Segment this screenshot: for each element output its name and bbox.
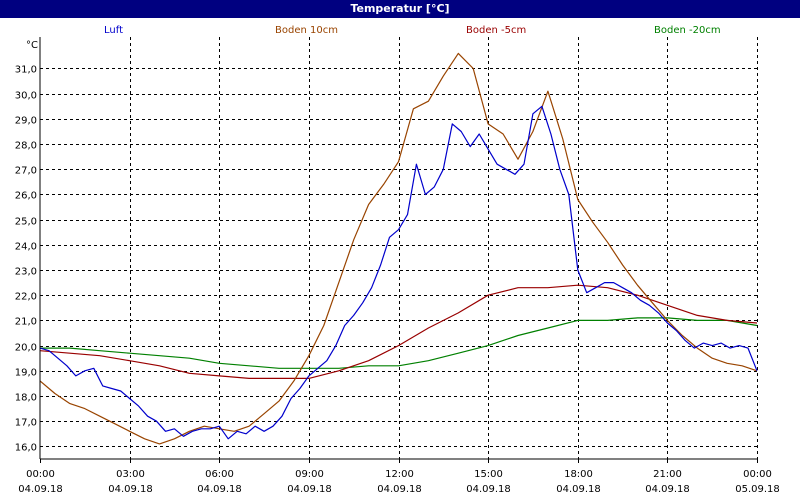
y-tick-label: 27,0: [15, 166, 37, 177]
series-lines: [39, 52, 758, 445]
y-tick-label: 19,0: [15, 368, 37, 379]
y-tick-label: 22,0: [15, 292, 37, 303]
chart-title: Temperatur [°C]: [0, 0, 800, 18]
legend-boden-5cm: Boden -5cm: [466, 25, 526, 36]
legend-boden-20cm: Boden -20cm: [654, 25, 721, 36]
y-unit-label: °C: [26, 40, 38, 51]
series-boden-5cm: [39, 284, 758, 379]
y-tick-label: 23,0: [15, 267, 37, 278]
x-tick-date: 04.09.18: [197, 484, 242, 495]
y-tick-label: 17,0: [15, 418, 37, 429]
y-tick-label: 28,0: [15, 141, 37, 152]
y-tick-label: 20,0: [15, 343, 37, 354]
x-tick-date: 04.09.18: [287, 484, 332, 495]
x-tick-date: 04.09.18: [377, 484, 422, 495]
x-tick-time: 00:00: [26, 469, 55, 480]
y-tick-label: 24,0: [15, 242, 37, 253]
y-tick-label: 16,0: [15, 443, 37, 454]
y-tick-label: 18,0: [15, 393, 37, 404]
y-tick-label: 25,0: [15, 217, 37, 228]
x-tick-date: 04.09.18: [645, 484, 690, 495]
y-tick-label: 21,0: [15, 317, 37, 328]
plot-area: [40, 37, 757, 459]
x-tick-time: 00:00: [743, 469, 772, 480]
x-tick-date: 04.09.18: [108, 484, 153, 495]
series-boden-20cm: [40, 317, 758, 369]
x-tick-date: 04.09.18: [556, 484, 601, 495]
y-tick-label: 30,0: [15, 91, 37, 102]
x-tick-time: 12:00: [385, 469, 414, 480]
x-tick-time: 06:00: [205, 469, 234, 480]
x-tick-date: 04.09.18: [466, 484, 511, 495]
legend-boden-10cm: Boden 10cm: [275, 25, 338, 36]
x-tick-time: 15:00: [474, 469, 503, 480]
y-tick-label: 26,0: [15, 191, 37, 202]
x-tick-date: 05.09.18: [735, 484, 780, 495]
legend-luft: Luft: [104, 25, 123, 36]
x-tick-labels: 00:00 04.09.18 03:00 04.09.18 06:00 04.09.18 0…: [18, 469, 780, 495]
series-boden-10cm: [39, 52, 758, 445]
y-tick-label: 29,0: [15, 116, 37, 127]
y-tick-labels: 16,0 17,0 18,0 19,0 20,0 21,0 22,0 23,0 24,0 25,0…: [15, 65, 37, 454]
x-tick-time: 09:00: [295, 469, 324, 480]
series-luft: [39, 105, 758, 440]
y-tick-label: 31,0: [15, 65, 37, 76]
x-tick-time: 21:00: [653, 469, 682, 480]
x-tick-time: 03:00: [116, 469, 145, 480]
x-tick-time: 18:00: [564, 469, 593, 480]
grid: [40, 37, 758, 463]
x-tick-date: 04.09.18: [18, 484, 63, 495]
